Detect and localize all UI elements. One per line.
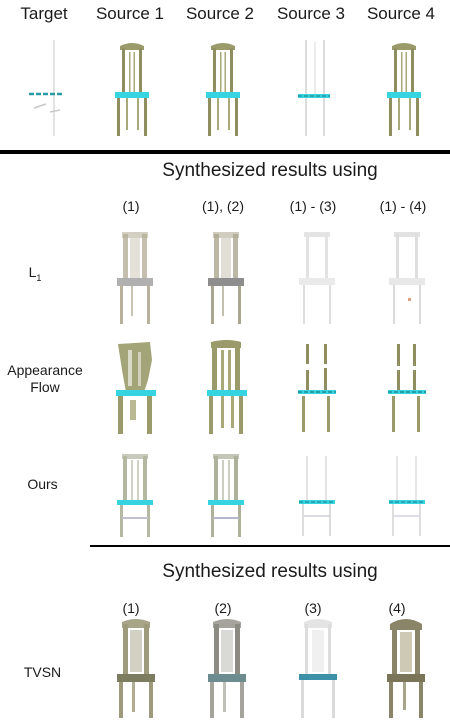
row-label-appearance-flow: Appearance Flow (0, 362, 90, 396)
appearance-flow-chair-2-image (207, 340, 247, 434)
source-4-chair-image (387, 43, 421, 136)
row-label-l1: L1 (10, 264, 60, 287)
l1-chair-1-image (117, 232, 153, 324)
tvsn-chair-4-image (387, 619, 425, 718)
ours-chair-3-image (299, 456, 335, 536)
section2-subhead-4: (4) (388, 600, 406, 616)
header-source-1: Source 1 (95, 4, 165, 23)
ours-chair-1-image (117, 454, 153, 537)
appearance-flow-chair-3-image (298, 344, 336, 432)
tvsn-chair-1-image (117, 619, 155, 718)
l1-chair-3-image (299, 232, 335, 324)
section1-title: Synthesized results using (162, 160, 378, 181)
ours-chair-4-image (389, 456, 425, 536)
section2-subhead-1: (1) (122, 600, 140, 616)
appearance-flow-chair-1-image (116, 342, 156, 434)
l1-chair-2-image (208, 232, 244, 324)
section1-subhead-3: (1) - (3) (289, 198, 337, 214)
section2-title: Synthesized results using (162, 561, 378, 582)
header-source-3: Source 3 (276, 4, 346, 23)
ours-chair-2-image (208, 454, 244, 537)
section2-subhead-2: (2) (214, 600, 232, 616)
section2-subhead-3: (3) (304, 600, 322, 616)
tvsn-chair-3-image (299, 619, 337, 718)
row-label-l1-text: L (28, 264, 37, 280)
header-target: Target (20, 4, 68, 23)
target-chair-image (29, 40, 62, 136)
row-label-appearance: Appearance (7, 362, 83, 378)
section1-subhead-1: (1) (122, 198, 140, 214)
appearance-flow-chair-4-image (388, 344, 426, 432)
section-divider-thin (90, 545, 450, 547)
l1-chair-4-image (389, 232, 425, 324)
row-label-l1-subscript: 1 (36, 272, 42, 283)
row-label-tvsn: TVSN (23, 664, 62, 680)
section-divider-thick (0, 150, 450, 154)
tvsn-chair-2-image (208, 619, 246, 718)
row-label-flow: Flow (30, 379, 60, 395)
source-1-chair-image (115, 43, 149, 136)
section1-subhead-4: (1) - (4) (379, 198, 427, 214)
section1-subhead-2: (1), (2) (202, 198, 244, 214)
header-source-2: Source 2 (185, 4, 255, 23)
source-3-chair-image (298, 40, 330, 136)
source-2-chair-image (206, 43, 240, 136)
row-label-ours: Ours (27, 476, 58, 492)
header-source-4: Source 4 (366, 4, 436, 23)
